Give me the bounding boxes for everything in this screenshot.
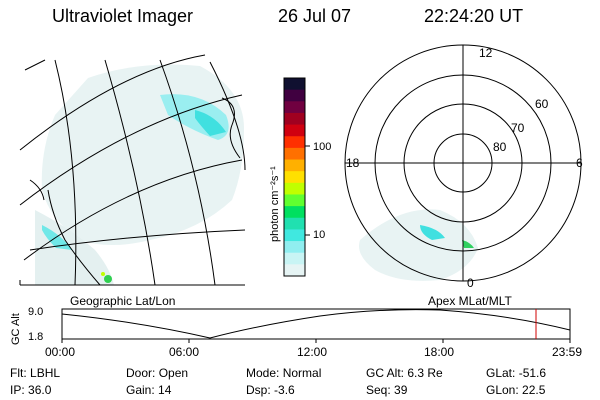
colorbar-tick-10: 10 xyxy=(313,229,326,241)
lat-label-80: 80 xyxy=(493,140,507,154)
status-door: Door: Open xyxy=(126,366,189,380)
colorbar xyxy=(283,77,310,277)
altitude-xtick-3: 18:00 xyxy=(424,345,455,359)
colorbar-band xyxy=(284,136,305,149)
mlt-label-6: 6 xyxy=(576,156,583,170)
colorbar-band xyxy=(284,194,305,207)
colorbar-tick-100: 100 xyxy=(313,141,332,153)
status-dsp: Dsp: -3.6 xyxy=(246,383,295,397)
altitude-xtick-1: 06:00 xyxy=(169,345,200,359)
colorbar-band xyxy=(284,229,305,242)
lat-label-60: 60 xyxy=(535,97,549,111)
aurora-emission-left xyxy=(35,64,245,285)
altitude-xtick-2: 12:00 xyxy=(297,345,328,359)
status-seq: Seq: 39 xyxy=(366,383,408,397)
mlt-label-18: 18 xyxy=(346,156,360,170)
colorbar-band xyxy=(284,78,305,91)
colorbar-band xyxy=(284,241,305,254)
colorbar-unit-label: photon cm⁻²s⁻¹ xyxy=(269,166,281,242)
colorbar-band xyxy=(284,206,305,219)
altitude-xtick-4: 23:59 xyxy=(552,345,583,359)
colorbar-band xyxy=(284,101,305,114)
status-ip: IP: 36.0 xyxy=(10,383,52,397)
geographic-map-label: Geographic Lat/Lon xyxy=(70,294,176,308)
altitude-ytick-high: 9.0 xyxy=(28,306,44,318)
mlt-label-0: 0 xyxy=(467,276,474,290)
time-label: 22:24:20 UT xyxy=(424,6,524,26)
colorbar-band xyxy=(284,112,305,126)
mlt-label-12: 12 xyxy=(479,46,493,60)
status-mode: Mode: Normal xyxy=(246,366,322,380)
colorbar-band xyxy=(284,217,305,230)
altitude-ytick-low: 1.8 xyxy=(28,331,44,343)
status-gc-alt: GC Alt: 6.3 Re xyxy=(366,366,443,380)
status-flt: Flt: LBHL xyxy=(10,366,61,380)
status-gain: Gain: 14 xyxy=(126,383,172,397)
app-title: Ultraviolet Imager xyxy=(52,6,194,26)
status-glat: GLat: -51.6 xyxy=(486,366,547,380)
colorbar-band xyxy=(284,182,305,195)
colorbar-band xyxy=(284,264,305,277)
altitude-xtick-0: 00:00 xyxy=(45,345,76,359)
lat-label-70: 70 xyxy=(511,121,525,135)
colorbar-band xyxy=(284,252,305,265)
status-glon: GLon: 22.5 xyxy=(486,383,546,397)
colorbar-band xyxy=(284,171,305,184)
colorbar-band xyxy=(284,89,305,102)
date-label: 26 Jul 07 xyxy=(278,6,352,26)
colorbar-band xyxy=(284,124,305,137)
colorbar-band xyxy=(284,147,305,161)
altitude-plot-ylabel: GC Alt xyxy=(10,313,22,345)
aurora-emission-right xyxy=(359,209,478,281)
polar-map-label: Apex MLat/MLT xyxy=(428,294,512,308)
colorbar-band xyxy=(284,159,305,172)
